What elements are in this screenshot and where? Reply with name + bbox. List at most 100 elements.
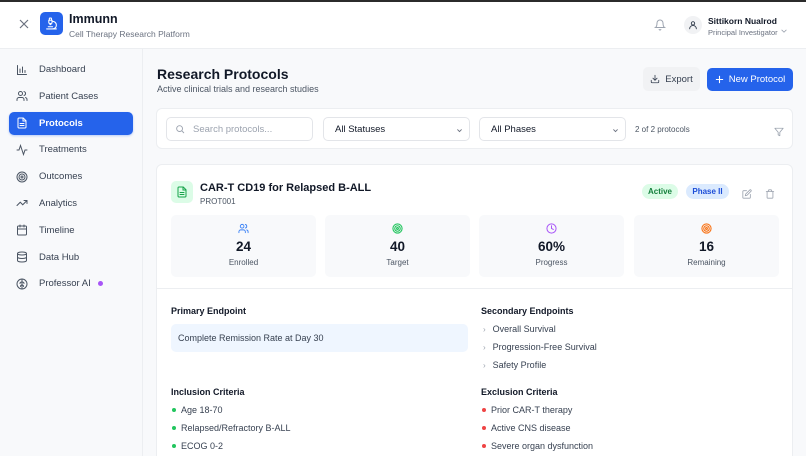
stat-value: 60% bbox=[537, 239, 566, 254]
sidebar-item-label: Data Hub bbox=[39, 251, 80, 263]
trending-up-icon bbox=[15, 197, 28, 210]
protocol-card-header: CAR-T CD19 for Relapsed B-ALL PROT001 Ac… bbox=[157, 165, 792, 289]
users-icon bbox=[171, 223, 316, 234]
status-select-value: All Statuses bbox=[335, 123, 386, 135]
list-item: › Progression-Free Survival bbox=[483, 342, 597, 352]
top-header: Immunn Cell Therapy Research Platform Si… bbox=[0, 2, 806, 49]
chevron-right-icon: › bbox=[483, 360, 486, 370]
bullet-dot bbox=[172, 426, 176, 430]
phase-badge: Phase II bbox=[686, 184, 729, 199]
sidebar-item-dashboard[interactable]: Dashboard bbox=[9, 58, 133, 81]
file-icon bbox=[15, 117, 28, 130]
new-protocol-label: New Protocol bbox=[728, 74, 786, 85]
chevron-down-icon bbox=[612, 126, 619, 137]
filter-bar: Search protocols... All Statuses All Pha… bbox=[156, 108, 793, 149]
primary-endpoint-value: Complete Remission Rate at Day 30 bbox=[171, 324, 468, 352]
calendar-icon bbox=[15, 224, 28, 237]
target-icon bbox=[325, 223, 470, 234]
stat-value: 16 bbox=[698, 239, 715, 254]
stat-label: Target bbox=[386, 258, 409, 267]
user-name[interactable]: Sittikorn Nualrod bbox=[708, 16, 777, 26]
activity-icon bbox=[15, 143, 28, 156]
sidebar-item-treatments[interactable]: Treatments bbox=[9, 138, 133, 161]
avatar[interactable] bbox=[684, 16, 702, 34]
protocol-card[interactable]: CAR-T CD19 for Relapsed B-ALL PROT001 Ac… bbox=[156, 164, 793, 456]
list-item: Age 18-70 bbox=[171, 401, 291, 419]
primary-endpoint-heading: Primary Endpoint bbox=[171, 306, 247, 316]
chevron-down-icon[interactable] bbox=[780, 22, 788, 33]
sidebar-item-label: Treatments bbox=[39, 144, 87, 156]
new-protocol-button[interactable]: New Protocol bbox=[707, 68, 793, 91]
search-input[interactable]: Search protocols... bbox=[166, 117, 313, 141]
list-item: Active CNS disease bbox=[481, 419, 593, 437]
secondary-endpoints-list: › Overall Survival › Progression-Free Surv… bbox=[481, 320, 597, 374]
target-icon bbox=[15, 170, 28, 183]
filter-icon[interactable] bbox=[774, 124, 784, 142]
list-item: Severe organ dysfunction bbox=[481, 437, 593, 455]
export-label: Export bbox=[665, 73, 693, 85]
main-content: Research Protocols Active clinical trial… bbox=[143, 49, 806, 456]
export-button[interactable]: Export bbox=[643, 67, 700, 91]
list-item: ECOG 0-2 bbox=[171, 437, 291, 455]
stat-remaining: 16 Remaining bbox=[634, 215, 779, 277]
search-placeholder: Search protocols... bbox=[193, 123, 273, 135]
list-item: Relapsed/Refractory B-ALL bbox=[171, 419, 291, 437]
protocol-title[interactable]: CAR-T CD19 for Relapsed B-ALL bbox=[200, 182, 372, 194]
sidebar-item-analytics[interactable]: Analytics bbox=[9, 192, 133, 215]
inclusion-criteria-heading: Inclusion Criteria bbox=[171, 387, 245, 397]
stat-value: 40 bbox=[389, 239, 406, 254]
users-icon bbox=[15, 90, 28, 103]
list-item: Prior CAR-T therapy bbox=[481, 401, 593, 419]
list-item: › Overall Survival bbox=[483, 324, 556, 334]
download-icon bbox=[651, 74, 660, 84]
bullet-dot bbox=[482, 408, 486, 412]
page-title: Research Protocols bbox=[157, 66, 289, 82]
status-badge: Active bbox=[642, 184, 678, 199]
stat-value: 24 bbox=[235, 239, 252, 254]
target-icon bbox=[634, 223, 779, 234]
search-icon bbox=[176, 125, 185, 134]
sidebar-item-professor-ai[interactable]: Professor AI bbox=[9, 272, 133, 295]
stat-label: Remaining bbox=[687, 258, 726, 267]
notification-dot bbox=[97, 281, 103, 287]
stat-progress: 60% Progress bbox=[479, 215, 624, 277]
sidebar-item-label: Patient Cases bbox=[39, 90, 99, 102]
database-icon bbox=[15, 251, 28, 264]
user-role: Principal Investigator bbox=[708, 28, 778, 37]
close-icon[interactable] bbox=[16, 16, 32, 32]
trash-icon[interactable] bbox=[765, 186, 775, 204]
document-icon bbox=[171, 181, 193, 203]
result-count: 2 of 2 protocols bbox=[635, 125, 690, 134]
plus-icon bbox=[715, 75, 723, 84]
sidebar-item-outcomes[interactable]: Outcomes bbox=[9, 165, 133, 188]
edit-icon[interactable] bbox=[742, 186, 752, 204]
clock-icon bbox=[479, 223, 624, 234]
chevron-down-icon bbox=[456, 126, 463, 137]
bell-icon[interactable] bbox=[653, 18, 667, 31]
stat-enrolled: 24 Enrolled bbox=[171, 215, 316, 277]
exclusion-criteria-list: Prior CAR-T therapy Active CNS disease S… bbox=[481, 401, 593, 455]
sidebar-item-patient-cases[interactable]: Patient Cases bbox=[9, 85, 133, 108]
bullet-dot bbox=[172, 408, 176, 412]
sidebar-item-label: Outcomes bbox=[39, 171, 83, 183]
stat-target: 40 Target bbox=[325, 215, 470, 277]
secondary-endpoints-heading: Secondary Endpoints bbox=[481, 306, 574, 316]
sidebar-item-data-hub[interactable]: Data Hub bbox=[9, 246, 133, 269]
bar-chart-icon bbox=[15, 63, 28, 76]
exclusion-criteria-heading: Exclusion Criteria bbox=[481, 387, 558, 397]
stat-label: Progress bbox=[535, 258, 568, 267]
sidebar-item-protocols[interactable]: Protocols bbox=[9, 111, 133, 135]
sidebar-item-label: Protocols bbox=[39, 117, 83, 129]
phase-select[interactable]: All Phases bbox=[479, 117, 626, 141]
sidebar-item-label: Dashboard bbox=[39, 64, 86, 75]
sidebar-item-label: Professor AI bbox=[39, 278, 91, 290]
chevron-right-icon: › bbox=[483, 342, 486, 352]
app-name: Immunn bbox=[69, 12, 118, 26]
microscope-icon bbox=[40, 12, 63, 35]
app-subtitle: Cell Therapy Research Platform bbox=[69, 29, 190, 39]
status-select[interactable]: All Statuses bbox=[323, 117, 470, 141]
brain-icon bbox=[15, 277, 28, 290]
sidebar: Dashboard Patient Cases Protocols Treatm… bbox=[0, 49, 143, 456]
sidebar-item-timeline[interactable]: Timeline bbox=[9, 219, 133, 242]
stat-label: Enrolled bbox=[228, 258, 259, 267]
